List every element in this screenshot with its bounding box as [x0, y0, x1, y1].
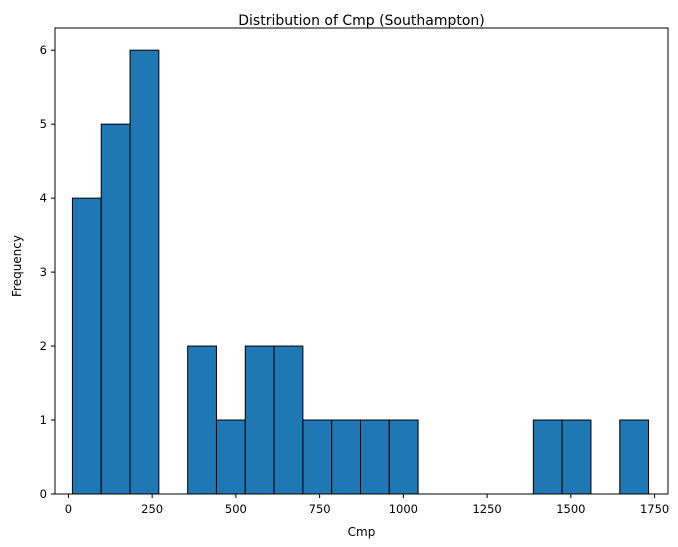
histogram-bar: [100, 123, 131, 495]
x-tick-label: 1750: [640, 502, 669, 516]
chart-title: Distribution of Cmp (Southampton): [238, 13, 484, 29]
histogram-bar: [561, 419, 592, 495]
y-tick-label: 5: [40, 117, 47, 131]
histogram-bar: [388, 419, 419, 495]
y-axis-label: Frequency: [10, 235, 24, 297]
histogram-bar: [187, 345, 217, 495]
x-tick-label: 1250: [472, 502, 501, 516]
y-tick-label: 6: [40, 43, 47, 57]
bars-group: [71, 49, 650, 495]
x-tick-label: 750: [309, 502, 331, 516]
x-axis-label: Cmp: [348, 525, 376, 539]
histogram-bar: [302, 419, 333, 495]
plot-frame: [54, 27, 669, 495]
histogram-bar: [359, 419, 390, 495]
y-tick-label: 3: [40, 265, 47, 279]
histogram-bar: [619, 419, 650, 495]
histogram-bar: [129, 49, 160, 495]
y-tick-label: 0: [40, 487, 47, 501]
x-tick-label: 250: [141, 502, 163, 516]
histogram-bar: [273, 345, 304, 495]
histogram-bar: [331, 419, 361, 495]
x-tick-label: 1500: [556, 502, 585, 516]
histogram-bar: [532, 419, 563, 495]
x-axis: 0 250 500 750 1000 1250 1500 1750: [65, 494, 669, 516]
histogram-bar: [244, 345, 275, 495]
y-tick-label: 4: [40, 191, 47, 205]
y-tick-label: 1: [40, 413, 47, 427]
histogram-bar: [71, 197, 102, 495]
y-tick-label: 2: [40, 339, 47, 353]
x-tick-label: 500: [225, 502, 247, 516]
y-axis: 0 1 2 3 4 5 6: [40, 43, 55, 501]
x-tick-label: 0: [65, 502, 72, 516]
x-tick-label: 1000: [389, 502, 418, 516]
histogram-bar: [215, 419, 246, 495]
